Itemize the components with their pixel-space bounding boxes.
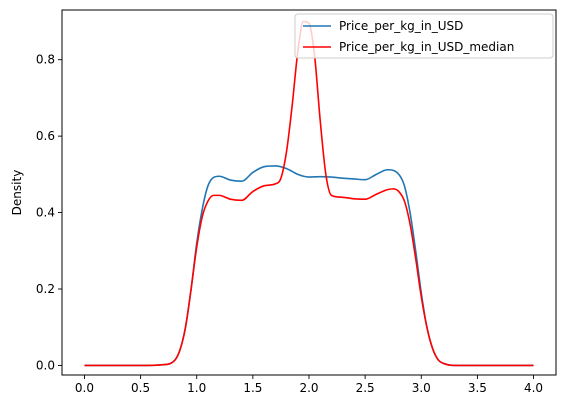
y-tick-label: 0.2 [36, 282, 55, 296]
y-axis-label: Density [10, 170, 24, 216]
x-tick-label: 1.0 [187, 381, 206, 395]
legend: Price_per_kg_in_USD Price_per_kg_in_USD_m… [295, 14, 553, 58]
x-tick-label: 0.5 [131, 381, 150, 395]
y-tick-label: 0.8 [36, 53, 55, 67]
y-tick-label: 0.6 [36, 129, 55, 143]
y-tick-label: 0.0 [36, 358, 55, 372]
x-tick-label: 2.5 [356, 381, 375, 395]
legend-label: Price_per_kg_in_USD_median [339, 40, 514, 54]
x-tick-label: 2.0 [299, 381, 318, 395]
x-tick-label: 3.5 [468, 381, 487, 395]
x-tick-label: 4.0 [524, 381, 543, 395]
x-tick-label: 3.0 [412, 381, 431, 395]
legend-label: Price_per_kg_in_USD [339, 19, 463, 33]
x-tick-label: 1.5 [243, 381, 262, 395]
y-tick-label: 0.4 [36, 206, 55, 220]
x-tick-label: 0.0 [75, 381, 94, 395]
